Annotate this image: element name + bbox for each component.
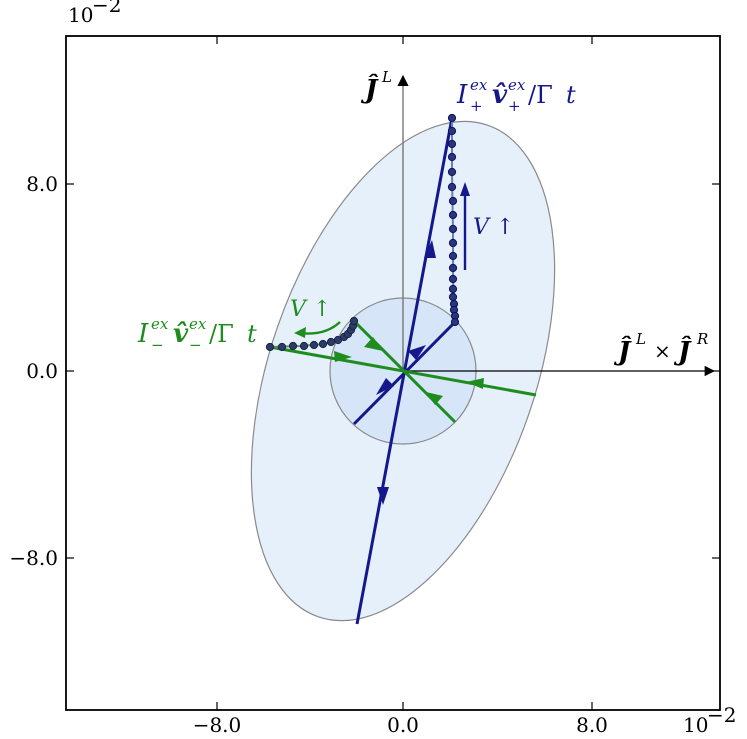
y-tick-label: 0.0 <box>26 359 58 383</box>
x-scale-label: 10 −2 <box>683 703 736 737</box>
svg-text:10: 10 <box>683 713 708 737</box>
svg-text:t: t <box>247 320 257 348</box>
svg-text:+: + <box>470 97 483 115</box>
svg-text:Ĵ: Ĵ <box>673 335 692 367</box>
svg-text:L: L <box>381 68 392 86</box>
minus-current-label: I ex − v̂ ex − /Γ t <box>137 315 257 354</box>
tick-marks <box>66 36 720 710</box>
svg-text:−: − <box>151 336 164 354</box>
svg-text:I: I <box>137 319 149 349</box>
svg-text:−: − <box>189 336 202 354</box>
plus-current-label: I ex + v̂ ex + /Γ t <box>456 76 576 115</box>
blue-arrowheads <box>376 240 436 505</box>
y-scale-label: 10 −2 <box>68 0 121 27</box>
x-tick-label: 8.0 <box>576 713 608 737</box>
svg-text:Ĵ: Ĵ <box>613 335 632 367</box>
svg-text:10: 10 <box>68 3 93 27</box>
svg-text:ex: ex <box>189 315 207 333</box>
svg-text:L: L <box>635 330 646 348</box>
svg-text:ex: ex <box>508 76 526 94</box>
svg-text:I: I <box>456 80 468 110</box>
green-v-up-label: V ↑ <box>290 297 331 322</box>
svg-text:Ĵ: Ĵ <box>360 73 379 105</box>
green-trajectory-points <box>265 316 359 352</box>
horizontal-axis-label: Ĵ L × Ĵ R <box>613 330 708 367</box>
blue-trajectory-points <box>447 113 460 327</box>
svg-text:+: + <box>508 97 521 115</box>
svg-text:ex: ex <box>151 315 169 333</box>
green-short-line <box>352 319 457 424</box>
blue-v-up-arrowhead <box>460 182 470 196</box>
svg-text:/Γ: /Γ <box>209 320 234 348</box>
x-tick-label: −8.0 <box>193 713 242 737</box>
svg-text:ex: ex <box>470 76 488 94</box>
y-tick-label: −8.0 <box>9 546 58 570</box>
svg-text:−2: −2 <box>707 703 736 727</box>
svg-text:t: t <box>566 81 576 109</box>
green-v-up-arrowhead <box>294 327 306 338</box>
svg-text:/Γ: /Γ <box>528 81 553 109</box>
vertical-axis-label: Ĵ L <box>360 68 392 105</box>
svg-text:v̂: v̂ <box>173 319 189 349</box>
svg-text:v̂: v̂ <box>492 80 508 110</box>
svg-text:−2: −2 <box>92 0 121 17</box>
svg-text:R: R <box>696 330 708 348</box>
x-tick-label: 0.0 <box>387 713 419 737</box>
blue-v-up-label: V ↑ <box>473 215 514 240</box>
svg-text:×: × <box>654 339 671 363</box>
y-tick-label: 8.0 <box>26 172 58 196</box>
green-arrowheads <box>334 337 484 405</box>
